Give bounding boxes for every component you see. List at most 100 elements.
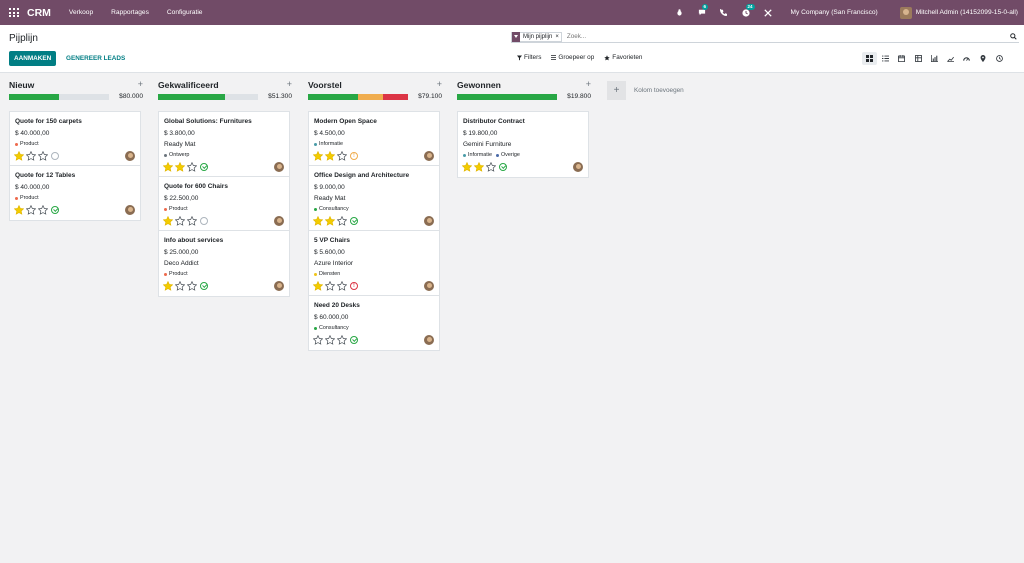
messages-icon[interactable]: 6	[697, 3, 709, 18]
star-empty-icon[interactable]	[313, 335, 323, 345]
column-title[interactable]: Gewonnen	[457, 80, 501, 90]
add-column[interactable]: + Kolom toevoegen	[607, 81, 684, 100]
kanban-card[interactable]: Quote for 12 Tables $ 40.000,00 Product	[10, 166, 140, 220]
quick-create-icon[interactable]: +	[436, 79, 442, 89]
star-empty-icon[interactable]	[337, 216, 347, 226]
kanban-card[interactable]: 5 VP Chairs $ 5.600,00 Azure Interior Diens…	[309, 231, 439, 296]
star-filled-icon[interactable]	[325, 216, 335, 226]
column-title[interactable]: Nieuw	[9, 80, 35, 90]
star-filled-icon[interactable]	[325, 151, 335, 161]
activity-clock-icon[interactable]	[350, 217, 358, 225]
activities-icon[interactable]: 24	[741, 3, 755, 18]
star-empty-icon[interactable]	[337, 281, 347, 291]
star-empty-icon[interactable]	[26, 151, 36, 161]
star-filled-icon[interactable]	[474, 162, 484, 172]
kanban-card[interactable]: Modern Open Space $ 4.500,00 Informatie	[309, 112, 439, 166]
column-title[interactable]: Voorstel	[308, 80, 342, 90]
app-brand[interactable]: CRM	[27, 6, 51, 19]
activity-view-icon[interactable]	[992, 52, 1007, 65]
activity-clock-icon[interactable]	[200, 163, 208, 171]
phone-icon[interactable]	[719, 8, 729, 18]
star-empty-icon[interactable]	[337, 335, 347, 345]
salesperson-avatar[interactable]	[274, 281, 284, 291]
activity-clock-icon[interactable]	[350, 336, 358, 344]
dashboard-view-icon[interactable]	[959, 52, 974, 65]
menu-item-configuration[interactable]: Configuratie	[166, 9, 203, 16]
star-filled-icon[interactable]	[313, 281, 323, 291]
cohort-view-icon[interactable]	[943, 52, 958, 65]
star-empty-icon[interactable]	[175, 216, 185, 226]
create-button[interactable]: AANMAKEN	[9, 51, 57, 66]
salesperson-avatar[interactable]	[274, 162, 284, 172]
column-progress-bar[interactable]	[158, 94, 258, 100]
bug-icon[interactable]	[675, 8, 685, 18]
activity-clock-icon[interactable]	[200, 217, 208, 225]
activity-clock-icon[interactable]	[200, 282, 208, 290]
list-view-icon[interactable]	[878, 52, 893, 65]
quick-create-icon[interactable]: +	[137, 79, 143, 89]
search-icon[interactable]	[1010, 33, 1017, 40]
quick-create-icon[interactable]: +	[286, 79, 292, 89]
kanban-card[interactable]: Quote for 150 carpets $ 40.000,00 Product	[10, 112, 140, 166]
activity-clock-icon[interactable]	[350, 282, 358, 290]
star-filled-icon[interactable]	[14, 151, 24, 161]
salesperson-avatar[interactable]	[424, 151, 434, 161]
progress-segment[interactable]	[457, 94, 557, 100]
star-empty-icon[interactable]	[325, 335, 335, 345]
star-empty-icon[interactable]	[486, 162, 496, 172]
kanban-card[interactable]: Quote for 600 Chairs $ 22.500,00 Product	[159, 177, 289, 231]
kanban-card[interactable]: Distributor Contract $ 19.800,00 Gemini Fu…	[458, 112, 588, 177]
user-menu[interactable]: Mitchell Admin (14152099-15-0-all)	[915, 9, 1018, 16]
star-empty-icon[interactable]	[337, 151, 347, 161]
tools-icon[interactable]	[763, 8, 773, 18]
map-view-icon[interactable]	[975, 52, 990, 65]
salesperson-avatar[interactable]	[424, 216, 434, 226]
star-empty-icon[interactable]	[38, 151, 48, 161]
star-filled-icon[interactable]	[175, 162, 185, 172]
pivot-view-icon[interactable]	[911, 52, 926, 65]
activity-clock-icon[interactable]	[499, 163, 507, 171]
remove-facet-icon[interactable]: ×	[555, 33, 559, 40]
activity-clock-icon[interactable]	[350, 152, 358, 160]
graph-view-icon[interactable]	[927, 52, 942, 65]
kanban-card[interactable]: Global Solutions: Furnitures $ 3.800,00 Re…	[159, 112, 289, 177]
groupby-dropdown[interactable]: Groepeer op	[551, 54, 594, 61]
activity-clock-icon[interactable]	[51, 152, 59, 160]
menu-item-reporting[interactable]: Rapportages	[111, 9, 149, 16]
star-empty-icon[interactable]	[175, 281, 185, 291]
kanban-card[interactable]: Info about services $ 25.000,00 Deco Addic…	[159, 231, 289, 296]
quick-create-icon[interactable]: +	[585, 79, 591, 89]
progress-segment[interactable]	[308, 94, 358, 100]
user-avatar[interactable]	[899, 6, 912, 19]
column-progress-bar[interactable]	[9, 94, 109, 100]
salesperson-avatar[interactable]	[125, 205, 135, 215]
star-filled-icon[interactable]	[313, 151, 323, 161]
star-empty-icon[interactable]	[38, 205, 48, 215]
star-filled-icon[interactable]	[163, 281, 173, 291]
salesperson-avatar[interactable]	[424, 335, 434, 345]
star-empty-icon[interactable]	[26, 205, 36, 215]
salesperson-avatar[interactable]	[424, 281, 434, 291]
filters-dropdown[interactable]: Filters	[517, 54, 541, 61]
star-empty-icon[interactable]	[325, 281, 335, 291]
salesperson-avatar[interactable]	[573, 162, 583, 172]
star-filled-icon[interactable]	[462, 162, 472, 172]
activity-clock-icon[interactable]	[51, 206, 59, 214]
progress-segment[interactable]	[158, 94, 225, 100]
salesperson-avatar[interactable]	[274, 216, 284, 226]
star-empty-icon[interactable]	[187, 281, 197, 291]
calendar-view-icon[interactable]	[894, 52, 909, 65]
kanban-card[interactable]: Need 20 Desks $ 60.000,00 Consultancy	[309, 296, 439, 350]
star-filled-icon[interactable]	[14, 205, 24, 215]
kanban-view-icon[interactable]	[862, 52, 877, 65]
generate-leads-button[interactable]: GENEREER LEADS	[66, 55, 126, 62]
star-empty-icon[interactable]	[187, 216, 197, 226]
favorites-dropdown[interactable]: Favorieten	[604, 54, 643, 61]
column-progress-bar[interactable]	[308, 94, 408, 100]
salesperson-avatar[interactable]	[125, 151, 135, 161]
progress-segment[interactable]	[358, 94, 383, 100]
menu-item-sales[interactable]: Verkoop	[68, 9, 94, 16]
progress-segment[interactable]	[383, 94, 408, 100]
star-empty-icon[interactable]	[187, 162, 197, 172]
star-filled-icon[interactable]	[163, 162, 173, 172]
